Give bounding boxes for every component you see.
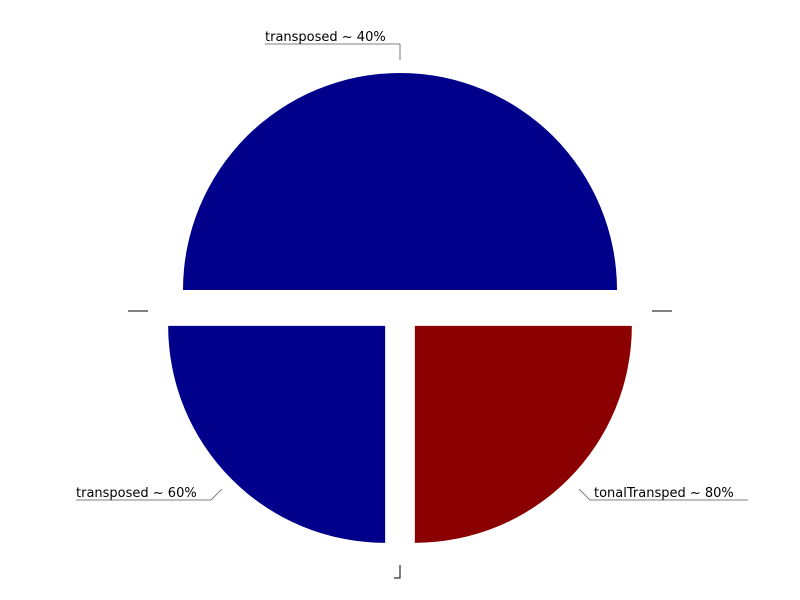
slice-label-1: tonalTransped ~ 80%	[594, 486, 734, 501]
label-leader-1	[578, 488, 594, 501]
slice-label-2: transposed ~ 60%	[76, 486, 197, 501]
axis-ticks	[128, 310, 672, 579]
pie-slice-2	[168, 325, 386, 543]
pie-slice-0	[183, 73, 617, 290]
slice-label-0: transposed ~ 40%	[265, 30, 386, 45]
pie-slices	[168, 73, 632, 543]
axis-tick-bottom	[394, 565, 401, 579]
pie-slice-1	[414, 325, 632, 543]
label-leader-2	[210, 488, 223, 501]
slice-labels: transposed ~ 40% tonalTransped ~ 80% trans…	[76, 30, 748, 501]
